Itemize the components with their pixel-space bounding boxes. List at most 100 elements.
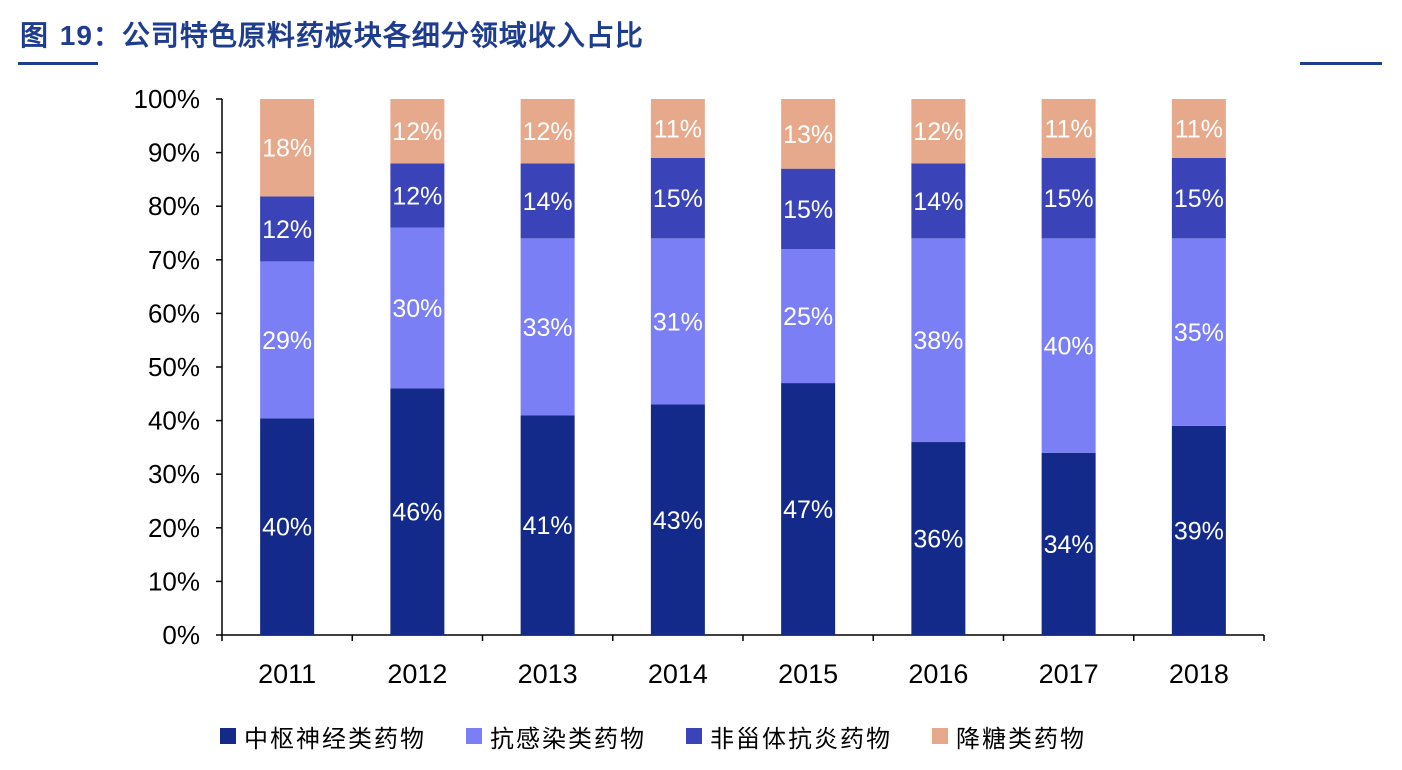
data-label: 11% [654, 115, 702, 143]
bar-segment [260, 418, 315, 635]
bar-segment [1171, 425, 1226, 635]
bar-segment [390, 163, 445, 228]
y-tick-label: 70% [148, 245, 200, 275]
x-tick-label: 2012 [387, 659, 447, 689]
bar-segment [650, 404, 705, 635]
figure-number: 19 [59, 20, 93, 51]
data-label: 35% [1174, 319, 1224, 347]
chart-legend: 中枢神经类药物 抗感染类药物 非甾体抗炎药物 降糖类药物 [220, 718, 1126, 754]
bar-segment [390, 388, 445, 635]
bar-segment [390, 99, 445, 164]
x-tick-label: 2011 [258, 659, 316, 689]
data-label: 31% [653, 308, 703, 336]
y-tick-label: 40% [148, 406, 200, 436]
legend-label: 降糖类药物 [956, 724, 1086, 753]
bar-segment [781, 99, 836, 169]
y-tick-label: 80% [148, 191, 200, 221]
figure-label: 图 [20, 19, 50, 52]
data-label: 39% [1174, 517, 1224, 545]
data-label: 33% [523, 314, 573, 342]
legend-label: 非甾体抗炎药物 [710, 724, 892, 753]
figure-title: ：公司特色原料药板块各细分领域收入占比 [92, 19, 644, 52]
y-tick-label: 30% [148, 459, 200, 489]
data-label: 15% [783, 196, 833, 224]
bar-segment [520, 99, 575, 164]
x-tick-label: 2014 [648, 659, 708, 689]
legend-item: 抗感染类药物 [466, 719, 646, 754]
data-label: 36% [913, 526, 963, 554]
data-label: 40% [262, 514, 312, 542]
data-label: 11% [1045, 115, 1093, 143]
bar-segment [1171, 99, 1226, 158]
data-label: 15% [1044, 185, 1094, 213]
data-label: 12% [523, 118, 573, 146]
bar-segment [1171, 157, 1226, 239]
data-label: 12% [392, 182, 442, 210]
legend-item: 降糖类药物 [932, 719, 1086, 754]
y-tick-label: 0% [162, 620, 200, 650]
data-label: 38% [913, 327, 963, 355]
bar-segment [781, 249, 836, 384]
x-tick-label: 2015 [778, 659, 838, 689]
bar-segment [1041, 157, 1096, 239]
bar-segment [260, 196, 315, 262]
legend-item: 非甾体抗炎药物 [686, 719, 892, 754]
data-label: 47% [783, 496, 833, 524]
bar-segment [260, 261, 315, 419]
bar-segment [1171, 238, 1226, 426]
legend-swatch [220, 728, 236, 744]
x-tick-label: 2016 [908, 659, 968, 689]
bar-segment [650, 157, 705, 239]
data-label: 43% [653, 507, 703, 535]
page-title: 图 19：公司特色原料药板块各细分领域收入占比 [20, 14, 644, 54]
bar-segment [911, 442, 966, 635]
data-label: 11% [1175, 115, 1223, 143]
bar-segment [1041, 452, 1096, 635]
data-label: 30% [392, 295, 442, 323]
data-label: 12% [392, 118, 442, 146]
title-rule-right [1300, 62, 1382, 65]
y-tick-label: 100% [134, 84, 201, 114]
bar-segment [911, 238, 966, 443]
bar-segment [520, 238, 575, 416]
bar-segment [520, 163, 575, 239]
bar-segment [781, 383, 836, 635]
legend-item: 中枢神经类药物 [220, 719, 426, 754]
x-tick-label: 2013 [518, 659, 578, 689]
data-label: 34% [1044, 531, 1094, 559]
bar-segment [260, 99, 315, 197]
data-label: 29% [262, 327, 312, 355]
title-bar: 图 19：公司特色原料药板块各细分领域收入占比 [0, 0, 1402, 70]
data-label: 18% [262, 135, 312, 163]
y-tick-label: 90% [148, 138, 200, 168]
data-label: 25% [783, 303, 833, 331]
data-label: 41% [523, 512, 573, 540]
bar-segment [650, 99, 705, 158]
bar-segment [911, 99, 966, 164]
data-label: 15% [1174, 185, 1224, 213]
legend-label: 抗感染类药物 [490, 724, 646, 753]
title-rule-left [18, 62, 98, 65]
y-tick-label: 50% [148, 352, 200, 382]
data-label: 46% [392, 499, 442, 527]
bar-segment [911, 163, 966, 239]
bar-segment [1041, 238, 1096, 453]
data-label: 14% [913, 188, 963, 216]
bar-segment [520, 415, 575, 635]
x-tick-label: 2017 [1039, 659, 1099, 689]
bar-segment [390, 227, 445, 389]
y-tick-label: 10% [148, 566, 200, 596]
y-tick-label: 60% [148, 298, 200, 328]
bar-segment [1041, 99, 1096, 158]
bar-segment [650, 238, 705, 405]
data-label: 15% [653, 185, 703, 213]
data-label: 12% [913, 118, 963, 146]
bar-segment [781, 168, 836, 250]
legend-swatch [466, 728, 482, 744]
data-label: 12% [262, 216, 312, 244]
y-tick-label: 20% [148, 513, 200, 543]
data-label: 13% [783, 121, 833, 149]
data-label: 14% [523, 188, 573, 216]
legend-swatch [932, 728, 948, 744]
